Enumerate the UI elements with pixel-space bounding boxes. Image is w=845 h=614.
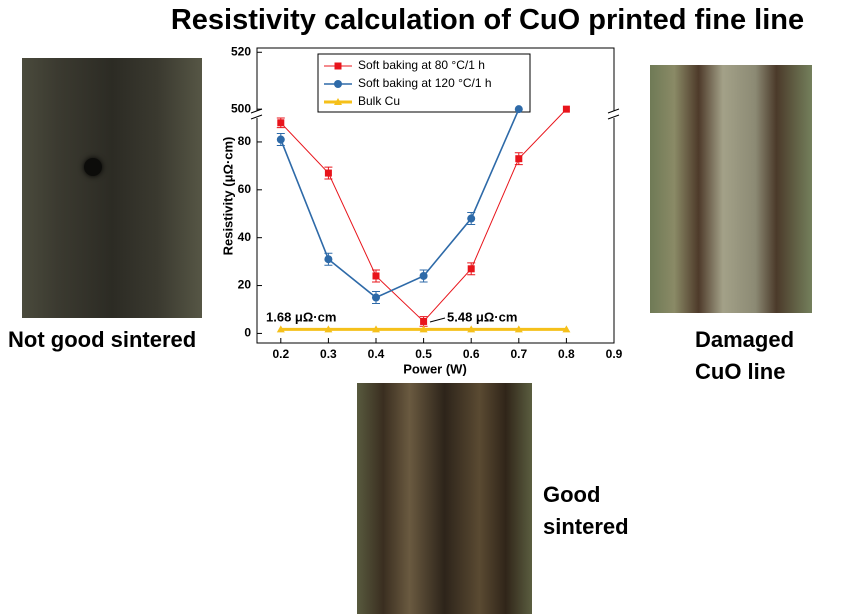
y-axis-label: Resistivity (μΩ·cm) xyxy=(220,137,235,256)
marker xyxy=(419,325,428,333)
legend-marker xyxy=(334,98,342,105)
x-tick-label: 0.4 xyxy=(368,347,385,361)
caption-line: Not good sintered xyxy=(8,327,197,352)
x-tick-label: 0.5 xyxy=(415,347,432,361)
marker xyxy=(276,135,285,144)
series-line xyxy=(280,108,567,323)
y-tick-label: 500 xyxy=(231,101,251,115)
marker xyxy=(467,265,475,273)
marker xyxy=(324,325,333,333)
marker xyxy=(372,272,380,280)
caption-line: Damaged xyxy=(695,327,795,352)
legend-label: Bulk Cu xyxy=(358,94,400,108)
annotation: 1.68 μΩ·cm xyxy=(266,309,336,324)
marker xyxy=(372,325,380,333)
caption: Damaged CuO line xyxy=(695,324,794,388)
marker xyxy=(514,105,523,114)
marker xyxy=(324,169,332,177)
marker xyxy=(420,317,428,325)
y-tick-label: 0 xyxy=(244,326,251,340)
marker xyxy=(324,255,333,264)
caption-line: sintered xyxy=(543,514,629,539)
y-tick-label: 80 xyxy=(238,134,252,148)
plot-frame xyxy=(256,47,615,344)
marker xyxy=(467,214,476,223)
y-tick-label: 60 xyxy=(238,182,252,196)
marker xyxy=(562,325,571,333)
micrograph xyxy=(650,65,812,313)
y-tick-label: 520 xyxy=(231,44,251,58)
marker xyxy=(562,105,570,113)
legend-label: Soft baking at 120 °C/1 h xyxy=(358,76,492,90)
marker xyxy=(515,155,523,163)
marker xyxy=(419,271,428,280)
x-tick-label: 0.9 xyxy=(606,347,623,361)
caption: Not good sintered xyxy=(8,324,196,356)
legend-box xyxy=(317,53,531,113)
slide-title: Resistivity calculation of CuO printed f… xyxy=(170,4,805,36)
annotation: 5.48 μΩ·cm xyxy=(447,309,517,324)
x-tick-label: 0.7 xyxy=(510,347,527,361)
caption-line: Good xyxy=(543,482,601,507)
legend-marker xyxy=(334,62,342,70)
legend-marker xyxy=(334,80,342,88)
x-tick-label: 0.3 xyxy=(320,347,337,361)
marker xyxy=(277,119,285,127)
y-tick-label: 40 xyxy=(238,230,252,244)
series-line xyxy=(280,108,520,299)
micrograph xyxy=(22,58,202,318)
marker xyxy=(514,325,523,333)
x-tick-label: 0.8 xyxy=(558,347,575,361)
caption-line: CuO line xyxy=(695,359,786,384)
marker xyxy=(372,293,380,302)
y-tick-label: 20 xyxy=(238,278,252,292)
x-tick-label: 0.6 xyxy=(463,347,480,361)
axis-break xyxy=(250,108,621,120)
marker xyxy=(467,325,476,333)
x-tick-label: 0.2 xyxy=(272,347,289,361)
caption: Good sintered xyxy=(543,479,629,543)
marker xyxy=(276,325,285,333)
x-axis-label: Power (W) xyxy=(403,361,467,376)
annotation-arrow xyxy=(429,317,446,323)
micrograph xyxy=(357,383,532,614)
legend-label: Soft baking at 80 °C/1 h xyxy=(358,58,485,72)
